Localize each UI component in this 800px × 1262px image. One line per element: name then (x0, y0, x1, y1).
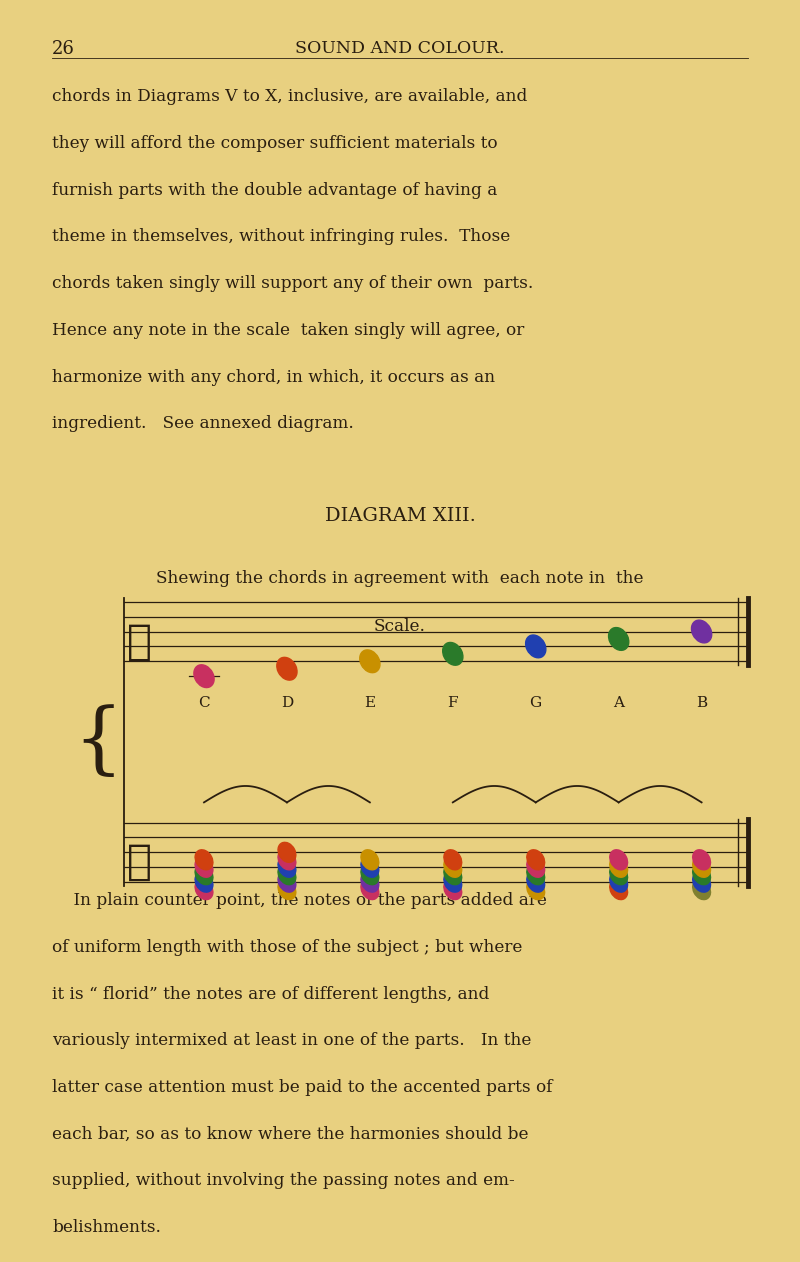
Ellipse shape (361, 864, 378, 885)
Ellipse shape (610, 849, 627, 870)
Ellipse shape (527, 872, 545, 892)
Ellipse shape (610, 864, 627, 885)
Ellipse shape (527, 849, 545, 870)
Text: theme in themselves, without infringing rules.  Those: theme in themselves, without infringing … (52, 228, 510, 245)
Ellipse shape (278, 880, 296, 900)
Ellipse shape (361, 857, 378, 877)
Ellipse shape (195, 872, 213, 892)
Ellipse shape (278, 849, 296, 870)
Ellipse shape (278, 857, 296, 877)
Ellipse shape (195, 849, 213, 870)
Ellipse shape (693, 864, 710, 885)
Text: D: D (281, 695, 293, 709)
Ellipse shape (361, 872, 378, 892)
Ellipse shape (610, 872, 627, 892)
Text: Hence any note in the scale  taken singly will agree, or: Hence any note in the scale taken singly… (52, 322, 524, 338)
Text: it is “ florid” the notes are of different lengths, and: it is “ florid” the notes are of differe… (52, 986, 490, 1002)
Ellipse shape (693, 849, 710, 870)
Ellipse shape (194, 665, 214, 688)
Ellipse shape (444, 872, 462, 892)
Text: {: { (73, 704, 122, 780)
Ellipse shape (527, 864, 545, 885)
Ellipse shape (444, 849, 462, 870)
Text: furnish parts with the double advantage of having a: furnish parts with the double advantage … (52, 182, 498, 198)
Text: 26: 26 (52, 40, 75, 58)
Ellipse shape (444, 864, 462, 885)
Text: A: A (613, 695, 624, 709)
Ellipse shape (444, 857, 462, 877)
Ellipse shape (195, 857, 213, 877)
Ellipse shape (361, 880, 378, 900)
Text: B: B (696, 695, 707, 709)
Text: SOUND AND COLOUR.: SOUND AND COLOUR. (295, 40, 505, 57)
Ellipse shape (195, 864, 213, 885)
Text: chords in Diagrams V to X, inclusive, are available, and: chords in Diagrams V to X, inclusive, ar… (52, 88, 527, 105)
Ellipse shape (527, 857, 545, 877)
Ellipse shape (527, 880, 545, 900)
Ellipse shape (277, 658, 297, 680)
Ellipse shape (361, 849, 378, 870)
Ellipse shape (693, 880, 710, 900)
Ellipse shape (278, 872, 296, 892)
Text: ingredient.   See annexed diagram.: ingredient. See annexed diagram. (52, 415, 354, 432)
Text: they will afford the composer sufficient materials to: they will afford the composer sufficient… (52, 135, 498, 151)
Text: variously intermixed at least in one of the parts.   In the: variously intermixed at least in one of … (52, 1032, 531, 1049)
Ellipse shape (609, 627, 629, 650)
Text: 𝄞: 𝄞 (127, 621, 152, 663)
Text: C: C (198, 695, 210, 709)
Text: of uniform length with those of the subject ; but where: of uniform length with those of the subj… (52, 939, 522, 955)
Ellipse shape (610, 857, 627, 877)
Text: 𝄞: 𝄞 (127, 842, 152, 883)
Ellipse shape (693, 872, 710, 892)
Ellipse shape (278, 864, 296, 885)
Text: chords taken singly will support any of their own  parts.: chords taken singly will support any of … (52, 275, 534, 292)
Text: Shewing the chords in agreement with  each note in  the: Shewing the chords in agreement with eac… (156, 570, 644, 587)
Text: supplied, without involving the passing notes and em-: supplied, without involving the passing … (52, 1172, 514, 1189)
Text: G: G (530, 695, 542, 709)
Ellipse shape (278, 842, 296, 862)
Ellipse shape (526, 635, 546, 658)
Ellipse shape (195, 880, 213, 900)
Text: belishments.: belishments. (52, 1219, 161, 1235)
Text: each bar, so as to know where the harmonies should be: each bar, so as to know where the harmon… (52, 1126, 529, 1142)
Ellipse shape (442, 642, 463, 665)
Text: Scale.: Scale. (374, 618, 426, 635)
Text: F: F (447, 695, 458, 709)
Ellipse shape (610, 880, 627, 900)
Text: DIAGRAM XIII.: DIAGRAM XIII. (325, 507, 475, 525)
Text: In plain counter point, the notes of the parts added are: In plain counter point, the notes of the… (52, 892, 547, 909)
Ellipse shape (360, 650, 380, 673)
Ellipse shape (693, 857, 710, 877)
Ellipse shape (691, 620, 712, 642)
Ellipse shape (444, 880, 462, 900)
Text: E: E (364, 695, 375, 709)
Text: latter case attention must be paid to the accented parts of: latter case attention must be paid to th… (52, 1079, 553, 1095)
Text: harmonize with any chord, in which, it occurs as an: harmonize with any chord, in which, it o… (52, 369, 495, 385)
